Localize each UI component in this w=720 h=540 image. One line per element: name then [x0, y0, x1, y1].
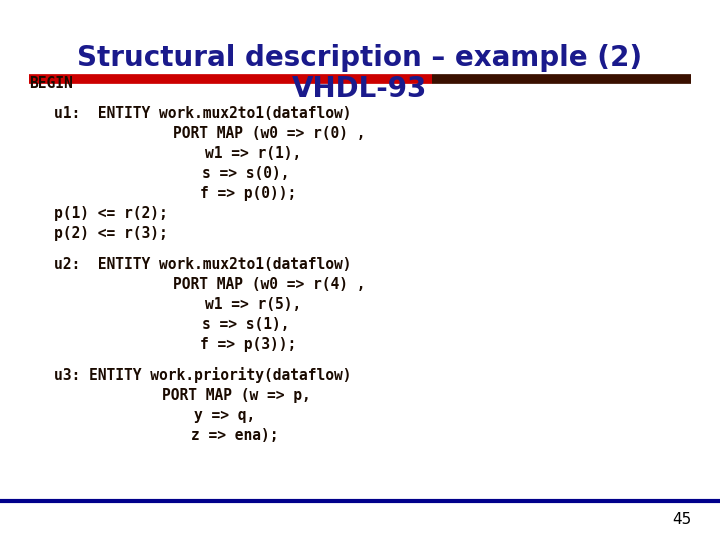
Text: PORT MAP (w => p,: PORT MAP (w => p,	[162, 388, 311, 403]
Text: u3: ENTITY work.priority(dataflow): u3: ENTITY work.priority(dataflow)	[54, 367, 351, 383]
Text: p(2) <= r(3);: p(2) <= r(3);	[54, 226, 168, 241]
Text: f => p(3));: f => p(3));	[200, 337, 297, 352]
Text: y => q,: y => q,	[194, 408, 256, 423]
Text: s => s(0),: s => s(0),	[202, 166, 290, 181]
Text: f => p(0));: f => p(0));	[200, 186, 297, 201]
Text: u2:  ENTITY work.mux2to1(dataflow): u2: ENTITY work.mux2to1(dataflow)	[54, 257, 351, 272]
Text: w1 => r(5),: w1 => r(5),	[205, 297, 302, 312]
Text: PORT MAP (w0 => r(4) ,: PORT MAP (w0 => r(4) ,	[173, 277, 365, 292]
Text: z => ena);: z => ena);	[191, 428, 279, 443]
Text: 45: 45	[672, 512, 691, 527]
Text: Structural description – example (2): Structural description – example (2)	[78, 44, 642, 72]
Text: w1 => r(1),: w1 => r(1),	[205, 146, 302, 161]
Text: s => s(1),: s => s(1),	[202, 317, 290, 332]
Text: p(1) <= r(2);: p(1) <= r(2);	[54, 206, 168, 221]
Text: BEGIN: BEGIN	[29, 76, 73, 91]
Text: PORT MAP (w0 => r(0) ,: PORT MAP (w0 => r(0) ,	[173, 126, 365, 141]
Text: VHDL-93: VHDL-93	[292, 75, 428, 103]
Text: u1:  ENTITY work.mux2to1(dataflow): u1: ENTITY work.mux2to1(dataflow)	[54, 106, 351, 121]
